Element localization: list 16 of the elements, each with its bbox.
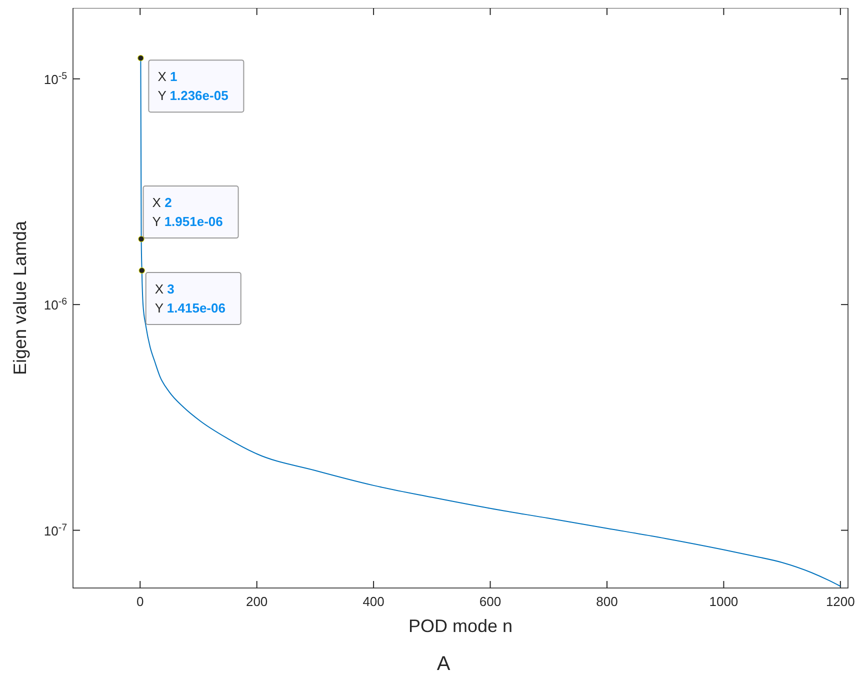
- y-tick-label: 10$^{-5}$: [44, 70, 68, 87]
- x-tick-label: 600: [479, 594, 502, 609]
- y-tick-label: 10$^{-6}$: [44, 296, 67, 313]
- x-tick-label: 1200: [826, 594, 855, 609]
- text: A: [436, 653, 451, 675]
- annotation: X 3 Y 1.415e-06: [154, 282, 226, 316]
- x-axis-title: POD mode n: [408, 616, 513, 636]
- x-tick-label: 200: [246, 594, 268, 609]
- annotation: X 1 Y 1.236e-05: [158, 69, 228, 104]
- x-tick-label: 800: [596, 594, 618, 609]
- y-tick-label: 10$^{-7}$: [44, 522, 67, 538]
- x-tick-label: 1000: [709, 594, 738, 609]
- x-tick-label: 0: [136, 594, 144, 609]
- y-axis-title: Eigen value Lamda: [10, 220, 30, 376]
- annotation: X 2 Y 1.951e-06: [152, 195, 223, 230]
- x-tick-label: 400: [362, 594, 384, 609]
